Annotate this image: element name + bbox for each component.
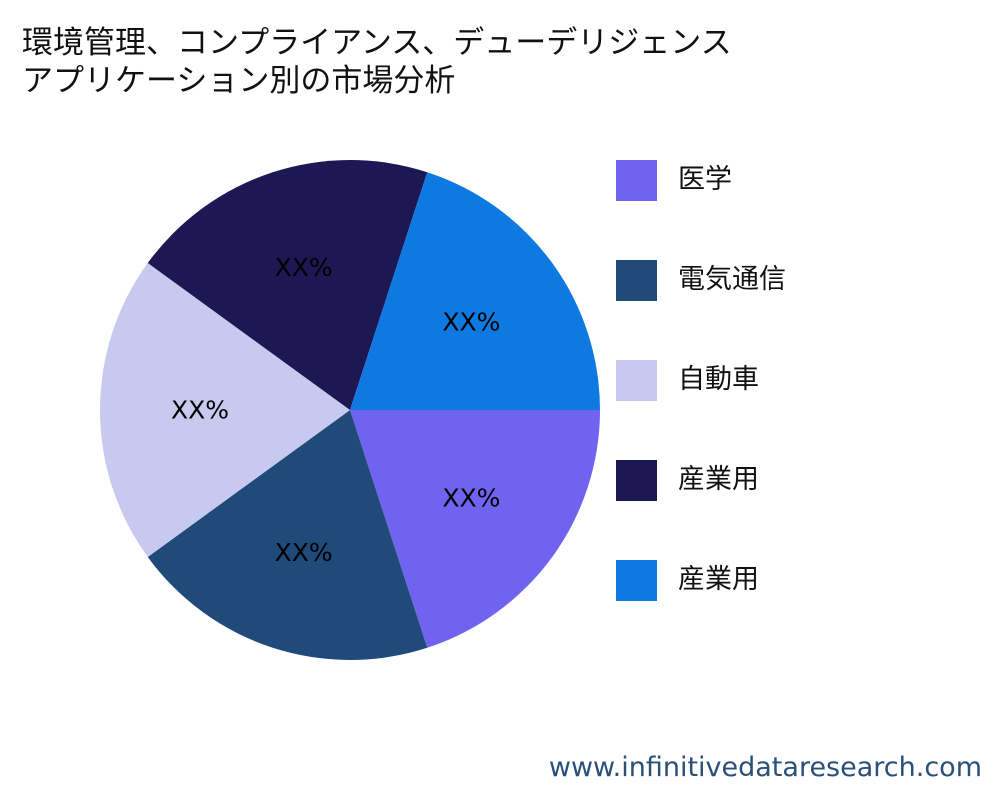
pie-slices — [100, 160, 600, 660]
pie-slice — [147, 410, 428, 660]
pie-slice — [100, 263, 350, 557]
legend-label: 自動車 — [678, 364, 759, 395]
pie-slice-value-label: XX% — [442, 307, 500, 336]
chart-title-line-2: アプリケーション別の市場分析 — [22, 63, 456, 99]
legend-item-telecom: 電気通信 — [616, 260, 916, 301]
legend-label: 医学 — [678, 164, 732, 195]
pie-slice — [147, 160, 428, 410]
pie-slice-value-label: XX% — [275, 253, 333, 282]
chart-title-line-1: 環境管理、コンプライアンス、デューデリジェンス — [22, 25, 732, 61]
chart-title: 環境管理、コンプライアンス、デューデリジェンス アプリケーション別の市場分析 — [22, 24, 732, 100]
legend-item-industrial-2: 産業用 — [616, 560, 916, 601]
pie-slice-value-label: XX% — [171, 396, 229, 425]
pie-slice — [350, 172, 600, 410]
legend-item-industrial: 産業用 — [616, 460, 916, 501]
source-watermark: www.infinitivedataresearch.com — [548, 752, 982, 783]
pie-value-labels: XX% XX% XX% XX% XX% — [171, 253, 500, 567]
legend-item-automotive: 自動車 — [616, 360, 916, 401]
legend-swatch — [616, 360, 657, 401]
legend-swatch — [616, 260, 657, 301]
legend-swatch — [616, 560, 657, 601]
legend-swatch — [616, 160, 657, 201]
legend-item-medical: 医学 — [616, 160, 916, 201]
legend-label: 電気通信 — [678, 264, 786, 295]
legend-label: 産業用 — [678, 564, 759, 595]
pie-slice-value-label: XX% — [442, 484, 500, 513]
legend-label: 産業用 — [678, 464, 759, 495]
pie-slice — [350, 410, 600, 648]
legend-swatch — [616, 460, 657, 501]
pie-slice-value-label: XX% — [275, 538, 333, 567]
